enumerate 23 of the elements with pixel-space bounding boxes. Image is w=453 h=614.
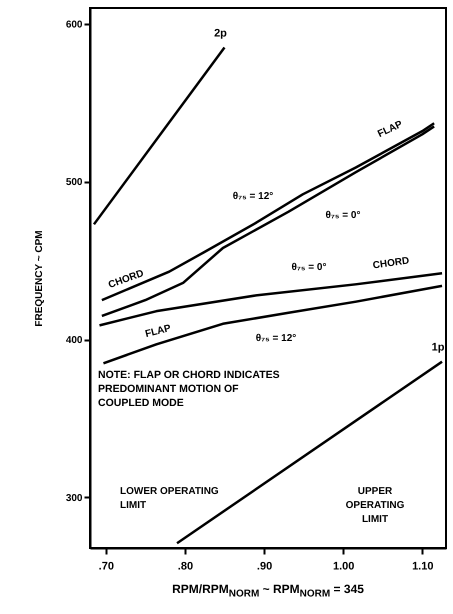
annotation: UPPER OPERATING LIMIT xyxy=(346,486,405,525)
series-label: 1p xyxy=(432,342,445,354)
x-tick-label: .90 xyxy=(256,560,272,572)
annotation: FLAP xyxy=(376,118,405,140)
annotation: NOTE: FLAP OR CHORD INDICATES PREDOMINANT MOTION OF COUPLED MODE xyxy=(98,369,280,409)
annotation: θ₇₅ = 0° xyxy=(326,210,360,221)
x-tick-label: 1.10 xyxy=(412,560,434,572)
y-tick-label: 400 xyxy=(66,335,83,346)
x-tick-label: .80 xyxy=(178,560,194,572)
x-tick-label: 1.00 xyxy=(332,560,354,572)
y-tick-label: 300 xyxy=(66,492,83,504)
x-axis-title: RPM/RPM$_{NORM}$ ~ RPM$_{NORM}$ = 345 xyxy=(171,582,365,600)
annotation: θ₇₅ = 12° xyxy=(256,333,296,344)
annotation: LOWER OPERATING LIMIT xyxy=(120,486,219,511)
series-label: 2p xyxy=(214,27,228,40)
y-tick-label: 500 xyxy=(66,177,83,188)
annotation: θ₇₅ = 12° xyxy=(232,191,274,202)
y-tick-label: 600 xyxy=(66,19,83,30)
annotation: FLAP xyxy=(144,322,172,340)
y-axis-title: FREQUENCY ~ CPM xyxy=(34,230,45,327)
annotation: θ₇₅ = 0° xyxy=(292,262,326,273)
x-tick-label: .70 xyxy=(98,560,114,572)
annotation: CHORD xyxy=(372,255,410,272)
